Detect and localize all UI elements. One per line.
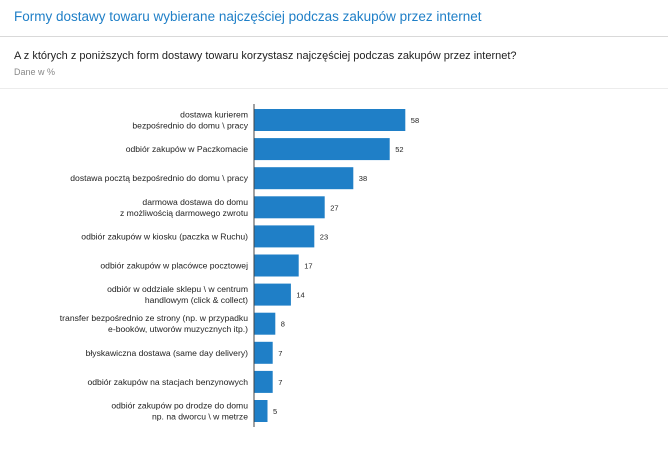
category-label-line: odbiór w oddziale sklepu \ w centrum xyxy=(107,284,248,294)
bar-value-label: 14 xyxy=(296,291,304,300)
category-label: darmowa dostawa do domu z możliwością dar… xyxy=(120,197,248,218)
category-label-line: dostawa pocztą bezpośrednio do domu \ pr… xyxy=(70,173,248,183)
category-label-line: odbiór zakupów w placówce pocztowej xyxy=(100,261,248,271)
bar xyxy=(254,196,325,219)
unit-note: Dane w % xyxy=(14,67,56,77)
bar xyxy=(254,167,354,190)
bar-value-label: 17 xyxy=(304,262,312,271)
bar-value-label: 38 xyxy=(359,174,367,183)
category-label: odbiór zakupów po drodze do domu np. na d… xyxy=(111,401,248,422)
bar xyxy=(254,312,276,335)
chart-question: A z których z poniższych form dostawy to… xyxy=(14,50,517,62)
bar xyxy=(254,109,406,131)
bar-value-label: 23 xyxy=(320,232,328,241)
category-label: odbiór zakupów w placówce pocztowej xyxy=(100,261,248,271)
category-label-line: transfer bezpośrednio ze strony (np. w p… xyxy=(60,313,248,323)
bar xyxy=(254,254,299,277)
bar xyxy=(254,400,268,422)
bar-value-label: 7 xyxy=(278,378,282,387)
bar-value-label: 8 xyxy=(281,320,285,329)
category-label-line: np. na dworcu \ w metrze xyxy=(152,412,248,422)
section-divider xyxy=(0,88,668,89)
bar-value-label: 52 xyxy=(395,145,403,154)
category-label: dostawa kurierem bezpośrednio do domu \ p… xyxy=(132,110,248,131)
bar xyxy=(254,341,273,364)
category-label: błyskawiczna dostawa (same day delivery) xyxy=(86,348,249,358)
category-label-line: z możliwością darmowego zwrotu xyxy=(120,208,248,218)
category-label: odbiór w oddziale sklepu \ w centrum hand… xyxy=(107,284,248,305)
header-divider xyxy=(0,36,668,37)
bar-value-label: 58 xyxy=(411,116,419,125)
bar-value-label: 7 xyxy=(278,349,282,358)
category-label: odbiór zakupów w kiosku (paczka w Ruchu) xyxy=(81,231,248,241)
category-label-line: odbiór zakupów na stacjach benzynowych xyxy=(87,377,248,387)
page-title: Formy dostawy towaru wybierane najczęści… xyxy=(14,9,482,24)
category-label-line: odbiór zakupów w Paczkomacie xyxy=(126,144,249,154)
category-label-line: bezpośrednio do domu \ pracy xyxy=(132,121,248,131)
bar xyxy=(254,138,390,161)
category-label: dostawa pocztą bezpośrednio do domu \ pr… xyxy=(70,173,248,183)
bar xyxy=(254,370,273,393)
category-label-line: błyskawiczna dostawa (same day delivery) xyxy=(86,348,249,358)
bar xyxy=(254,283,291,306)
category-label: transfer bezpośrednio ze strony (np. w p… xyxy=(60,313,248,334)
bar-value-label: 27 xyxy=(330,203,338,212)
category-label-line: e-booków, utworów muzycznych itp.) xyxy=(108,324,248,334)
bar xyxy=(254,225,315,248)
category-label-line: odbiór zakupów po drodze do domu xyxy=(111,401,248,411)
header: Formy dostawy towaru wybierane najczęści… xyxy=(0,0,668,40)
category-label: odbiór zakupów w Paczkomacie xyxy=(126,144,249,154)
category-label-line: dostawa kurierem xyxy=(180,110,248,120)
category-label-line: darmowa dostawa do domu xyxy=(142,197,248,207)
category-label-line: handlowym (click & collect) xyxy=(145,295,248,305)
category-label-line: odbiór zakupów w kiosku (paczka w Ruchu) xyxy=(81,231,248,241)
category-label: odbiór zakupów na stacjach benzynowych xyxy=(87,377,248,387)
bar-value-label: 5 xyxy=(273,407,277,416)
